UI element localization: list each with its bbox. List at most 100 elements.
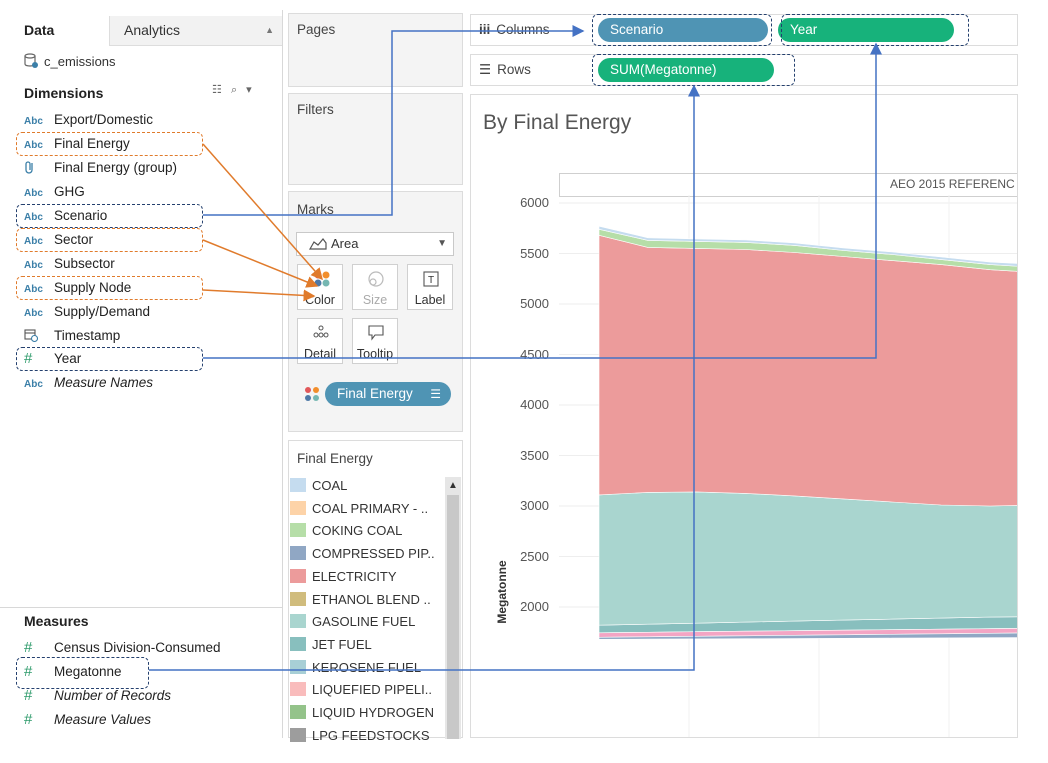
legend-item[interactable]: COKING COAL <box>290 520 402 542</box>
field-timestamp[interactable]: Timestamp <box>18 325 120 347</box>
legend-swatch <box>290 523 306 538</box>
sort-icon: ☰ <box>430 387 441 401</box>
sheet-title: By Final Energy <box>483 111 632 134</box>
search-icon[interactable]: ⌕ <box>230 84 241 96</box>
highlight-year <box>16 347 203 371</box>
field-label: Measure Values <box>54 712 152 727</box>
legend-item[interactable]: LIQUID HYDROGEN <box>290 702 434 724</box>
size-icon <box>368 271 384 287</box>
legend-item[interactable]: LPG FEEDSTOCKS <box>290 725 430 747</box>
string-type-icon: Abc <box>24 379 43 390</box>
field-year[interactable]: # Year <box>18 348 81 370</box>
string-type-icon: Abc <box>24 284 43 295</box>
field-label: Sector <box>54 232 94 247</box>
marks-card: Marks Area ▼ Color Size T Label Detail T… <box>288 191 463 432</box>
legend-swatch <box>290 682 306 697</box>
arrow-year <box>203 42 882 359</box>
field-subsector[interactable]: Abc Subsector <box>18 253 115 275</box>
datasource-row[interactable]: c_emissions <box>24 53 116 69</box>
rows-pill-megatonne[interactable]: SUM(Megatonne) <box>598 58 774 82</box>
label-button[interactable]: T Label <box>407 264 453 310</box>
highlight-supply-node <box>16 276 203 300</box>
number-type-icon: # <box>24 639 33 656</box>
legend-item[interactable]: LIQUEFIED PIPELI.. <box>290 679 432 701</box>
updown-arrows-icon: ▲ <box>265 25 274 35</box>
legend-item[interactable]: COAL PRIMARY - .. <box>290 498 428 520</box>
legend-label: KEROSENE FUEL <box>312 659 422 675</box>
field-export-domestic[interactable]: Abc Export/Domestic <box>18 109 153 131</box>
string-type-icon: Abc <box>24 188 43 199</box>
datasource-name: c_emissions <box>44 54 116 69</box>
legend-label: COAL PRIMARY - .. <box>312 500 429 516</box>
field-supply-demand[interactable]: Abc Supply/Demand <box>18 301 150 323</box>
field-label: Census Division-Consumed <box>54 640 221 655</box>
legend-item[interactable]: COMPRESSED PIP.. <box>290 543 435 565</box>
size-label: Size <box>362 293 388 307</box>
pages-title: Pages <box>297 22 336 37</box>
columns-icon: iii <box>479 22 491 37</box>
tab-data[interactable]: Data <box>14 16 110 46</box>
y-tick-label: 5500 <box>520 245 549 261</box>
legend-label: LIQUEFIED PIPELI.. <box>312 682 432 698</box>
tab-analytics[interactable]: Analytics ▲ <box>110 16 282 46</box>
field-label: Scenario <box>54 208 108 223</box>
field-measure-names[interactable]: Abc Measure Names <box>18 372 153 394</box>
field-ghg[interactable]: Abc GHG <box>18 181 85 203</box>
filters-card[interactable]: Filters <box>288 93 463 185</box>
svg-text:T: T <box>428 275 434 286</box>
list-view-icon[interactable]: ☷ <box>212 84 225 96</box>
y-tick-label: 2000 <box>520 599 549 614</box>
legend-swatch <box>290 546 306 561</box>
legend-swatch <box>290 568 306 583</box>
color-pill-final-energy[interactable]: Final Energy ☰ <box>325 382 451 406</box>
field-final-energy[interactable]: Abc Final Energy <box>18 133 130 155</box>
dropdown-arrow-icon: ▼ <box>437 238 447 249</box>
legend-label: COMPRESSED PIP.. <box>312 546 435 562</box>
legend-item[interactable]: ELECTRICITY <box>290 566 397 588</box>
y-tick-label: 3000 <box>520 498 549 513</box>
string-type-icon: Abc <box>24 236 43 247</box>
worksheet-view: By Final Energy AEO 2015 REFERENC Megato… <box>470 94 1018 738</box>
columns-shelf-label: iii Columns <box>479 22 550 37</box>
y-tick-label: 6000 <box>520 195 549 210</box>
highlight-sector <box>16 228 203 252</box>
legend-swatch <box>290 478 306 492</box>
field-scenario[interactable]: Abc Scenario <box>18 205 107 227</box>
legend-swatch <box>290 591 306 606</box>
field-sector[interactable]: Abc Sector <box>18 229 93 251</box>
legend-item[interactable]: JET FUEL <box>290 634 372 656</box>
legend-label: LIQUID HYDROGEN <box>312 705 435 720</box>
string-type-icon: Abc <box>24 116 43 127</box>
field-number-of-records[interactable]: # Number of Records <box>18 685 171 707</box>
field-census-division[interactable]: # Census Division-Consumed <box>18 637 221 659</box>
legend-scrollbar[interactable]: ▲ <box>445 477 461 739</box>
pane-tabs: Data Analytics ▲ <box>14 16 282 46</box>
series-blue-area <box>598 632 1017 640</box>
columns-pill-year[interactable]: Year <box>778 18 954 42</box>
legend-item[interactable]: ETHANOL BLEND .. <box>290 589 431 611</box>
size-button[interactable]: Size <box>352 264 398 310</box>
legend-swatch <box>290 705 306 719</box>
field-label: Year <box>54 351 82 366</box>
y-tick-label: 5000 <box>520 296 549 311</box>
field-final-energy-group[interactable]: Final Energy (group) <box>18 157 177 179</box>
scroll-thumb[interactable] <box>447 495 459 739</box>
field-supply-node[interactable]: Abc Supply Node <box>18 277 131 299</box>
field-label: Number of Records <box>54 688 172 703</box>
columns-pill-scenario[interactable]: Scenario <box>598 18 768 42</box>
scroll-up-icon[interactable]: ▲ <box>448 480 458 491</box>
legend-label: COKING COAL <box>312 523 403 539</box>
field-measure-values[interactable]: # Measure Values <box>18 709 151 731</box>
field-megatonne[interactable]: # Megatonne <box>18 661 122 683</box>
legend-item[interactable]: COAL <box>290 475 347 497</box>
dimension-tools: ☷ ⌕ ▾ <box>212 83 255 97</box>
mark-type-dropdown[interactable]: Area ▼ <box>296 232 454 256</box>
legend-item[interactable]: GASOLINE FUEL <box>290 611 415 633</box>
field-label: GHG <box>54 184 85 199</box>
mark-type-label: Area <box>331 236 359 251</box>
pages-card[interactable]: Pages <box>288 13 463 87</box>
number-type-icon: # <box>24 663 33 680</box>
chevron-down-icon[interactable]: ▾ <box>246 84 255 96</box>
tab-analytics-label: Analytics <box>124 22 181 38</box>
